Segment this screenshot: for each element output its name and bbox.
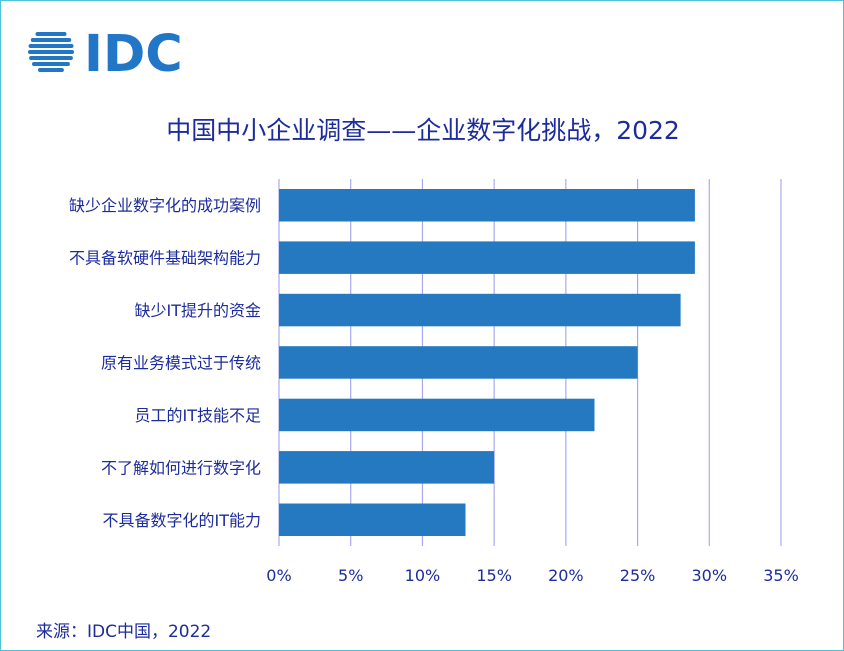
category-label: 不具备数字化的IT能力 <box>103 511 262 530</box>
category-label: 不具备软硬件基础架构能力 <box>69 249 261 268</box>
tick-label: 15% <box>476 566 512 585</box>
bar <box>279 346 638 379</box>
tick-label: 30% <box>692 566 728 585</box>
logo-stripe <box>38 68 64 72</box>
category-labels: 缺少企业数字化的成功案例不具备软硬件基础架构能力缺少IT提升的资金原有业务模式过… <box>69 196 261 530</box>
bar <box>279 241 695 274</box>
bar <box>279 503 466 536</box>
category-label: 不了解如何进行数字化 <box>101 458 261 477</box>
category-label: 缺少IT提升的资金 <box>135 301 262 320</box>
category-label: 缺少企业数字化的成功案例 <box>69 196 261 215</box>
idc-logo: IDC <box>28 26 183 76</box>
bar <box>279 293 681 327</box>
tick-label: 10% <box>405 566 441 585</box>
logo-stripe <box>30 38 72 42</box>
category-label: 员工的IT技能不足 <box>135 406 262 425</box>
source-note: 来源：IDC中国，2022 <box>36 622 212 642</box>
logo-stripe <box>29 56 73 60</box>
tick-label: 35% <box>763 566 799 585</box>
logo-stripe <box>28 44 74 48</box>
bar <box>279 398 595 432</box>
tick-label: 5% <box>338 566 363 585</box>
tick-label: 20% <box>548 566 584 585</box>
logo-text: IDC <box>84 26 183 76</box>
chart-title: 中国中小企业调查——企业数字化挑战，2022 <box>166 116 680 145</box>
bar-layer <box>279 189 695 536</box>
logo-globe-icon <box>28 32 74 72</box>
tick-labels: 0% 5% 10% 15% 20% 25% 30% 35% <box>266 566 798 585</box>
tick-label: 0% <box>266 566 291 585</box>
tick-label: 25% <box>620 566 656 585</box>
bar <box>279 189 695 222</box>
logo-stripe <box>32 62 70 66</box>
logo-stripe <box>35 32 67 36</box>
category-label: 原有业务模式过于传统 <box>101 354 261 373</box>
bar <box>279 451 495 484</box>
logo-stripe <box>28 50 74 54</box>
